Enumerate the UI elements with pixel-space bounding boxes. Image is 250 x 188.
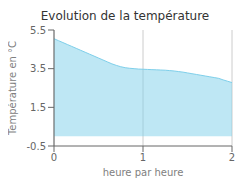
svg-text:heure par heure: heure par heure [103,167,184,178]
svg-text:Température en °C: Température en °C [8,41,18,136]
svg-text:5.5: 5.5 [30,25,46,36]
svg-text:-0.5: -0.5 [26,141,46,152]
svg-text:1.5: 1.5 [30,102,46,113]
svg-text:2: 2 [229,152,235,163]
svg-text:1: 1 [140,152,146,163]
svg-text:0: 0 [51,152,57,163]
svg-text:3.5: 3.5 [30,63,46,74]
html-text:Evolution de la température: Evolution de la température [40,9,210,23]
